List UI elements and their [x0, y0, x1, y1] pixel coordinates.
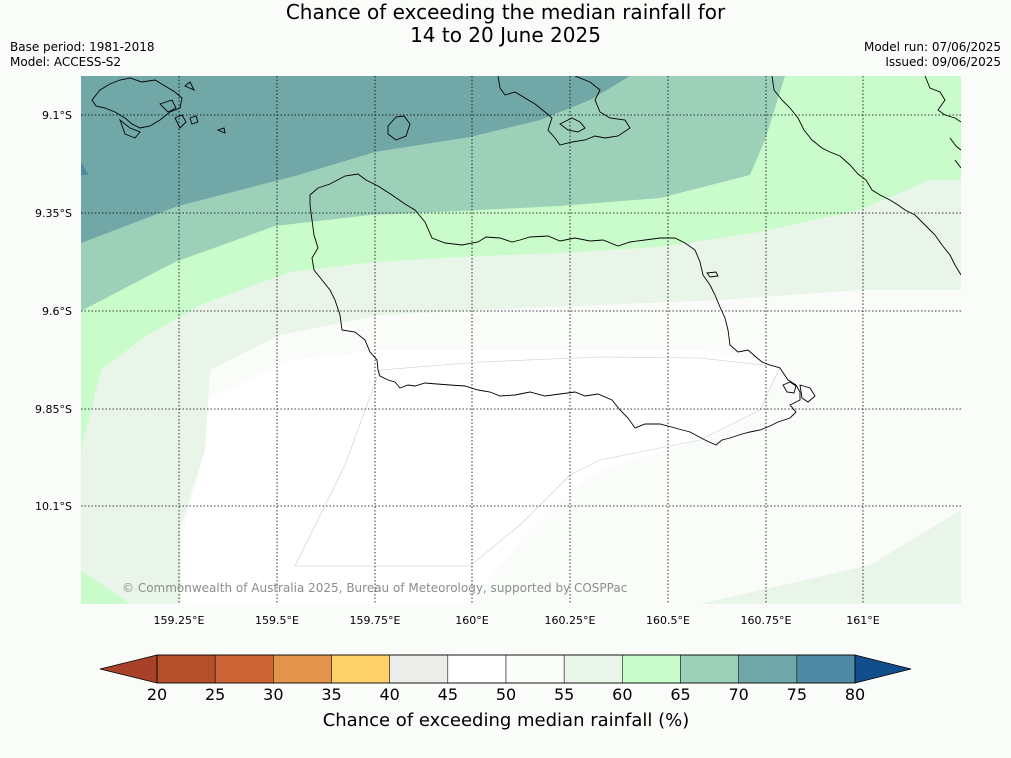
lon-label-159.25: 159.25°E — [154, 614, 205, 627]
lat-label-9.35: 9.35°S — [35, 207, 72, 220]
lon-label-160.25: 160.25°E — [545, 614, 596, 627]
lon-label-159.5: 159.5°E — [255, 614, 299, 627]
map-title-line2: 14 to 20 June 2025 — [410, 23, 601, 47]
lat-label-10.1: 10.1°S — [35, 500, 72, 513]
colorbar-label-35: 35 — [321, 685, 341, 704]
colorbar-label-80: 80 — [845, 685, 865, 704]
issued-date: Issued: 09/06/2025 — [885, 55, 1001, 69]
colorbar-cell-75-80 — [796, 654, 856, 684]
band-45-50 — [180, 350, 780, 604]
colorbar-label-25: 25 — [205, 685, 225, 704]
lon-label-160.5: 160.5°E — [646, 614, 690, 627]
colorbar-outline — [156, 654, 856, 684]
colorbar-cell-20-25 — [156, 654, 216, 684]
russell-coastline — [91, 77, 183, 129]
colorbar-label-60: 60 — [612, 685, 632, 704]
colorbar-cell-70-75 — [738, 654, 798, 684]
lon-label-161: 161°E — [846, 614, 879, 627]
base-period: Base period: 1981-2018 — [10, 40, 155, 54]
band-55-60-se — [700, 510, 961, 604]
colorbar-cell-40-45 — [389, 654, 449, 684]
colorbar-label-20: 20 — [147, 685, 167, 704]
nggela-coastline — [497, 76, 631, 146]
contour-fill-layer — [81, 76, 961, 604]
copyright-notice: © Commonwealth of Australia 2025, Bureau… — [122, 581, 627, 595]
colorbar-cell-35-40 — [331, 654, 390, 684]
band-70-75 — [81, 76, 630, 243]
lon-label-160.75: 160.75°E — [741, 614, 792, 627]
colorbar-label-40: 40 — [379, 685, 399, 704]
colorbar-label-45: 45 — [438, 685, 458, 704]
lon-label-160: 160°E — [455, 614, 488, 627]
colorbar-low-arrow — [99, 654, 158, 684]
colorbar-cell-55-60 — [563, 654, 623, 684]
longitude-labels: 159.25°E 159.5°E 159.75°E 160°E 160.25°E… — [154, 614, 880, 627]
model-run-date: Model run: 07/06/2025 — [863, 40, 1001, 54]
lat-label-9.1: 9.1°S — [42, 109, 72, 122]
map-title-line1: Chance of exceeding the median rainfall … — [285, 0, 726, 24]
contour-edges — [294, 356, 781, 567]
coastline-layer — [91, 76, 961, 446]
lat-label-9.6: 9.6°S — [42, 305, 72, 318]
colorbar: 20 25 30 35 40 45 50 55 60 65 70 75 80 Chance of exc… — [99, 654, 912, 731]
colorbar-label-65: 65 — [670, 685, 690, 704]
model-name: Model: ACCESS-S2 — [10, 55, 122, 69]
colorbar-cell-45-50 — [447, 654, 507, 684]
lon-label-159.75: 159.75°E — [350, 614, 401, 627]
latitude-labels: 9.1°S 9.35°S 9.6°S 9.85°S 10.1°S — [35, 109, 72, 513]
graticule — [81, 76, 961, 604]
colorbar-cell-65-70 — [680, 654, 739, 684]
band-75-80 — [81, 162, 89, 175]
colorbar-high-arrow — [854, 654, 912, 684]
colorbar-cell-25-30 — [214, 654, 274, 684]
colorbar-label-50: 50 — [496, 685, 516, 704]
colorbar-cell-50-55 — [505, 654, 565, 684]
colorbar-cell-30-35 — [273, 654, 332, 684]
colorbar-label-70: 70 — [728, 685, 748, 704]
malaita-coastline — [771, 76, 961, 276]
guadalcanal-coastline — [309, 173, 801, 446]
colorbar-title: Chance of exceeding median rainfall (%) — [323, 710, 690, 731]
band-60-65-sw — [81, 570, 130, 604]
colorbar-cell-60-65 — [622, 654, 681, 684]
lat-label-9.85: 9.85°S — [35, 403, 72, 416]
colorbar-label-75: 75 — [787, 685, 807, 704]
colorbar-label-30: 30 — [263, 685, 283, 704]
colorbar-label-55: 55 — [554, 685, 574, 704]
